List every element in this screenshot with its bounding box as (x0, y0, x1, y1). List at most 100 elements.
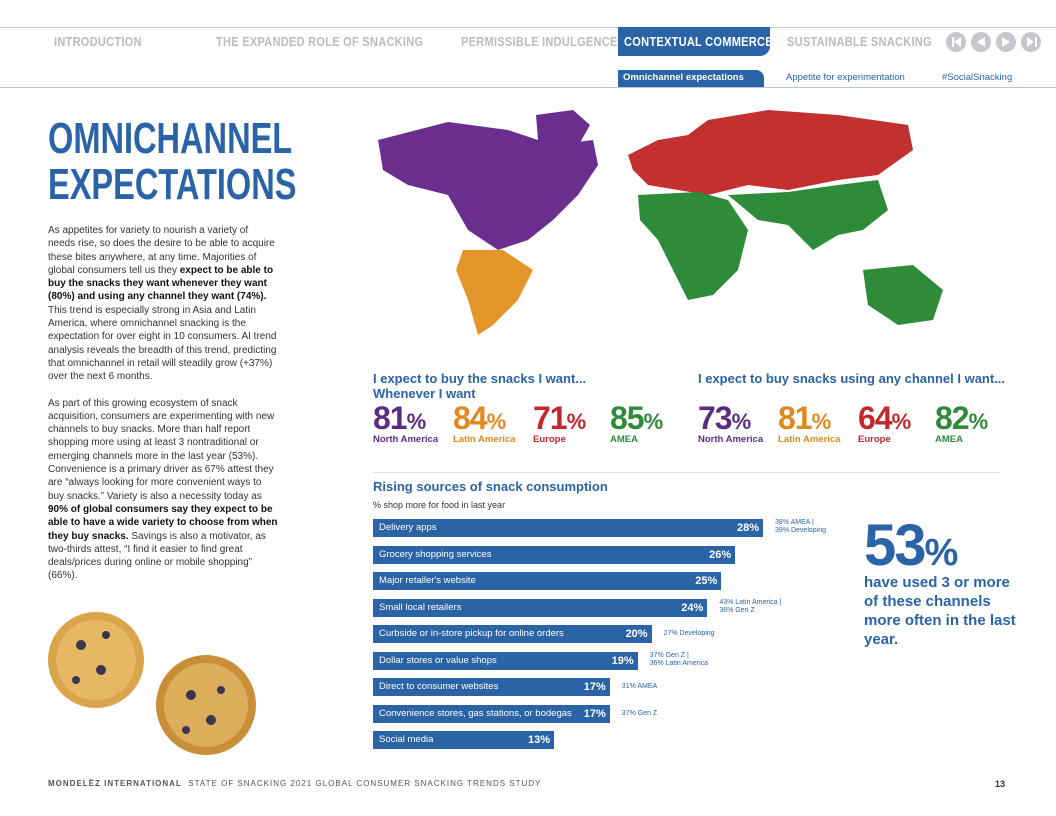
stat-label: Latin America (778, 434, 841, 445)
stat-number: 84% (453, 400, 515, 437)
bar (373, 731, 555, 749)
bar (373, 519, 764, 537)
stat-unit: % (566, 409, 587, 434)
bar-note: 37% Gen Z (622, 710, 657, 718)
value-label: 13% (528, 734, 551, 746)
stat-number: 81% (373, 400, 438, 437)
callout: 53% have used 3 or more of these channel… (864, 512, 1024, 649)
nav-tab[interactable]: INTRODUCTION (54, 34, 142, 49)
text-run: Savings is also a motivator, as two-thir… (48, 530, 266, 582)
subnav-rule (0, 87, 1056, 88)
stat-value: 81 (778, 400, 813, 436)
stat-number: 73% (698, 400, 763, 437)
active-tab-bg (618, 27, 770, 56)
stat-value: 81 (373, 400, 408, 436)
nav-rule (0, 27, 1056, 28)
text-run: As part of this growing ecosystem of sna… (48, 397, 275, 502)
stat: 81% Latin America (778, 400, 840, 445)
stat-value: 84 (453, 400, 488, 436)
text-run: expect to be able to buy the snacks they… (48, 264, 274, 303)
text-run: This trend is especially strong in Asia … (48, 304, 277, 383)
stat-unit: % (968, 409, 989, 434)
bar (373, 545, 736, 564)
nav-tab[interactable]: PERMISSIBLE INDULGENCE (461, 34, 618, 49)
callout-unit: % (924, 532, 959, 574)
stat-heading: I expect to buy snacks using any channel… (698, 371, 1005, 386)
bar-note: 31% AMEA (622, 683, 657, 691)
stat-number: 71% (533, 400, 586, 437)
nav-subtab[interactable]: Omnichannel expectations (623, 72, 744, 83)
stat-heading: I expect to buy the snacks I want... When… (373, 371, 586, 401)
stat-label: AMEA (935, 434, 963, 445)
stat-unit: % (811, 409, 832, 434)
nav-tab[interactable]: SUSTAINABLE SNACKING (787, 34, 932, 49)
stat-label: North America (698, 434, 764, 445)
nav-tab[interactable]: CONTEXTUAL COMMERCE (624, 34, 773, 49)
stat-value: 85 (610, 400, 645, 436)
stat-heading-line: Whenever I want (373, 386, 476, 401)
value-label: 26% (709, 548, 732, 561)
stat: 71% Europe (533, 400, 586, 445)
stat-number: 64% (858, 400, 911, 437)
stat-heading-line: I expect to buy snacks using any channel… (698, 371, 1006, 386)
bar (373, 704, 610, 723)
bar-note: 43% Latin America | 36% Gen Z (719, 599, 781, 615)
title-line: EXPECTATIONS (48, 160, 297, 209)
stat: 64% Europe (858, 400, 911, 445)
nav-tab[interactable]: THE EXPANDED ROLE OF SNACKING (216, 34, 424, 49)
nav-subtab[interactable]: Appetite for experimentation (786, 72, 905, 83)
stat-unit: % (891, 409, 912, 434)
bar-note: 38% AMEA | 39% Developing (775, 519, 826, 535)
text-run: As appetites for variety to nourish a va… (48, 225, 275, 276)
title-line: OMNICHANNEL (48, 114, 293, 163)
note-line: 31% AMEA (621, 683, 658, 690)
bar-label: Grocery shopping services (379, 548, 492, 560)
value-label: 24% (681, 601, 704, 614)
paragraph: As part of this growing ecosystem of sna… (48, 397, 278, 583)
callout-text: have used 3 or more of these channels mo… (864, 574, 1016, 648)
divider (373, 472, 1000, 473)
note-line: 36% Latin America (649, 659, 709, 667)
note-line: 37% Gen Z (621, 709, 658, 717)
world-map (378, 110, 943, 335)
value-label: 25% (695, 575, 718, 587)
muffins (48, 612, 256, 755)
stat-label: AMEA (610, 434, 638, 445)
stat-number: 81% (778, 400, 840, 437)
value-label: 28% (737, 522, 760, 534)
page-number: 13 (995, 779, 1006, 789)
title: OMNICHANNEL EXPECTATIONS (48, 116, 384, 208)
stat-value: 71 (533, 400, 568, 436)
footer-study: STATE OF SNACKING 2021 GLOBAL CONSUMER S… (188, 779, 542, 788)
stat-label: Europe (533, 434, 566, 445)
bar (373, 651, 638, 670)
stat-value: 73 (698, 400, 733, 436)
stat-unit: % (731, 409, 752, 434)
note-line: 27% Developing (663, 630, 715, 637)
value-label: 17% (583, 707, 606, 720)
active-subtab-bg (618, 70, 764, 87)
nav-buttons (946, 32, 1041, 52)
bar-label: Convenience stores, gas stations, or bod… (379, 707, 572, 719)
chart-subtitle: % shop more for food in last year (373, 500, 506, 510)
text-run: 90% of global consumers say they expect … (48, 503, 278, 542)
bar-label: Delivery apps (379, 522, 437, 533)
stat: 82% AMEA (935, 400, 988, 445)
bar-label: Small local retailers (379, 601, 462, 613)
footer-brand: MONDELĒZ INTERNATIONAL (48, 779, 182, 788)
bar (373, 572, 722, 590)
body-text: As appetites for variety to nourish a va… (48, 224, 278, 596)
stat: 73% North America (698, 400, 763, 445)
note-line: 36% Gen Z (719, 606, 755, 614)
bar (373, 625, 652, 643)
bar-label: Social media (379, 734, 434, 745)
stat-unit: % (406, 409, 427, 434)
stat-label: Latin America (453, 434, 516, 445)
nav-subtab[interactable]: #SocialSnacking (942, 72, 1013, 83)
stat-unit: % (486, 409, 507, 434)
bar-note: 27% Developing (664, 630, 715, 638)
stat: 85% AMEA (610, 400, 663, 445)
stat-number: 82% (935, 400, 988, 437)
stat-value: 82 (935, 400, 970, 436)
